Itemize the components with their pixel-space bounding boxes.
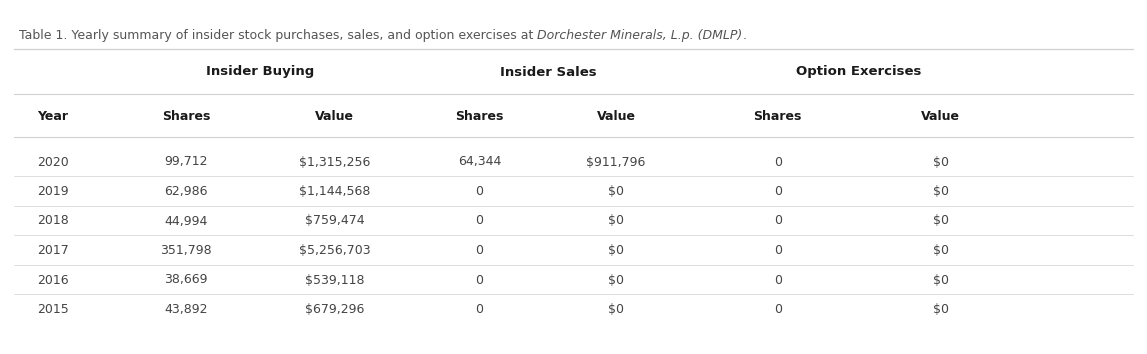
Text: Value: Value	[596, 109, 635, 122]
Text: $1,144,568: $1,144,568	[299, 185, 370, 198]
Text: $911,796: $911,796	[586, 155, 646, 169]
Text: 2020: 2020	[37, 155, 69, 169]
Text: $759,474: $759,474	[305, 215, 365, 228]
Text: 43,892: 43,892	[164, 303, 208, 316]
Text: Option Exercises: Option Exercises	[796, 65, 922, 79]
Text: 0: 0	[774, 185, 781, 198]
Text: $0: $0	[933, 215, 949, 228]
Text: $0: $0	[933, 303, 949, 316]
Text: Year: Year	[37, 109, 68, 122]
Text: Table 1. Yearly summary of insider stock purchases, sales, and option exercises : Table 1. Yearly summary of insider stock…	[18, 29, 537, 42]
Text: Dorchester Minerals, L.p. (DMLP): Dorchester Minerals, L.p. (DMLP)	[537, 29, 742, 42]
Text: $0: $0	[933, 274, 949, 286]
Text: 0: 0	[774, 244, 781, 257]
Text: 99,712: 99,712	[164, 155, 208, 169]
Text: 38,669: 38,669	[164, 274, 208, 286]
Text: Insider Sales: Insider Sales	[500, 65, 596, 79]
Text: $679,296: $679,296	[305, 303, 365, 316]
Text: $539,118: $539,118	[305, 274, 365, 286]
Text: Shares: Shares	[754, 109, 802, 122]
Text: .: .	[742, 29, 747, 42]
Text: $0: $0	[608, 185, 624, 198]
Text: 0: 0	[476, 215, 483, 228]
Text: $0: $0	[608, 215, 624, 228]
Text: Insider Buying: Insider Buying	[206, 65, 314, 79]
Text: Shares: Shares	[455, 109, 504, 122]
Text: $0: $0	[933, 155, 949, 169]
Text: $0: $0	[933, 185, 949, 198]
Text: $0: $0	[608, 274, 624, 286]
Text: 0: 0	[774, 303, 781, 316]
Text: 44,994: 44,994	[164, 215, 208, 228]
Text: 0: 0	[476, 274, 483, 286]
Text: 351,798: 351,798	[159, 244, 212, 257]
Text: 0: 0	[476, 244, 483, 257]
Text: 2019: 2019	[37, 185, 69, 198]
Text: Value: Value	[921, 109, 960, 122]
Text: 2018: 2018	[37, 215, 69, 228]
Text: 62,986: 62,986	[164, 185, 208, 198]
Text: $0: $0	[933, 244, 949, 257]
Text: 0: 0	[774, 155, 781, 169]
Text: 2015: 2015	[37, 303, 69, 316]
Text: 64,344: 64,344	[458, 155, 501, 169]
Text: 0: 0	[476, 303, 483, 316]
Text: $0: $0	[608, 244, 624, 257]
Text: Shares: Shares	[162, 109, 210, 122]
Text: 0: 0	[774, 215, 781, 228]
Text: Value: Value	[315, 109, 354, 122]
Text: $5,256,703: $5,256,703	[299, 244, 370, 257]
Text: 2017: 2017	[37, 244, 69, 257]
Text: $1,315,256: $1,315,256	[299, 155, 370, 169]
Text: 2016: 2016	[37, 274, 69, 286]
Text: $0: $0	[608, 303, 624, 316]
Text: 0: 0	[774, 274, 781, 286]
Text: 0: 0	[476, 185, 483, 198]
